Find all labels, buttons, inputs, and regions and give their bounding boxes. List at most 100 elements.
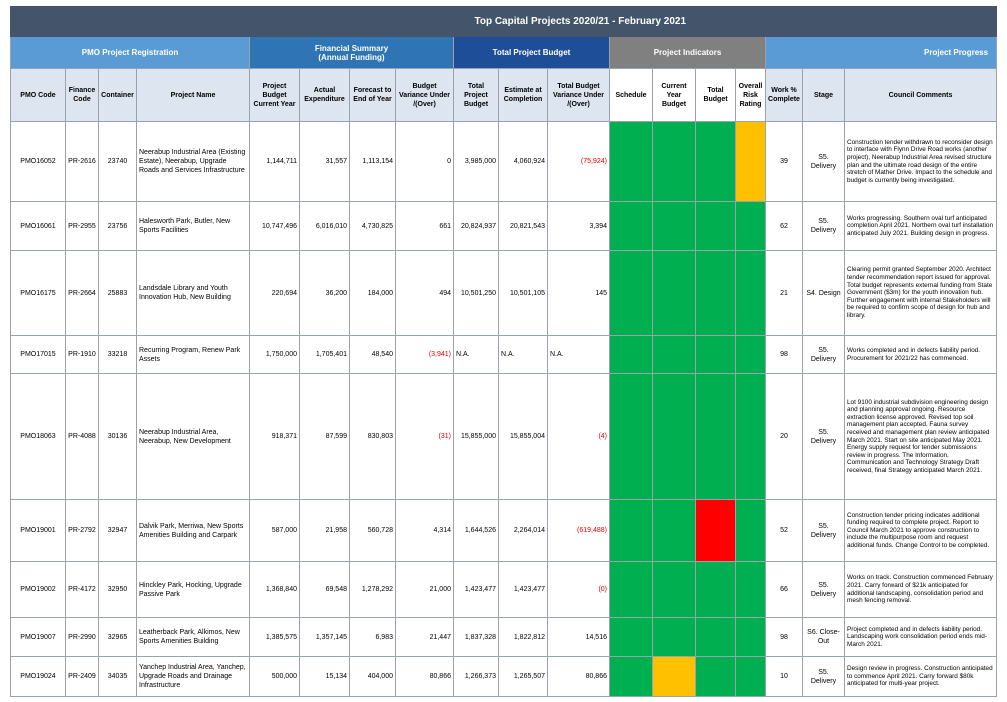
work-complete-cell: 62	[765, 201, 803, 251]
estimate-cell: 2,264,014	[498, 499, 548, 562]
current-year-budget-indicator	[652, 250, 696, 336]
schedule-indicator	[609, 373, 653, 500]
budget-current-cell: 1,385,575	[249, 617, 300, 657]
container-cell: 32947	[98, 499, 137, 562]
container-cell: 23740	[98, 121, 137, 202]
table-row: PMO19007 PR-2990 32965 Leatherback Park, Al…	[10, 617, 998, 657]
total-budget-cell: N.A.	[453, 335, 499, 374]
finance-code-cell: PR-2792	[65, 499, 99, 562]
budget-variance-cell: 4,314	[395, 499, 454, 562]
total-variance-cell: 3,394	[547, 201, 610, 251]
total-budget-indicator	[695, 121, 736, 202]
project-name-cell: Yanchep Industrial Area, Yanchep, Upgrad…	[136, 656, 250, 697]
current-year-budget-indicator	[652, 335, 696, 374]
current-year-budget-indicator	[652, 373, 696, 500]
capital-projects-report: Top Capital Projects 2020/21 - February …	[9, 6, 998, 697]
estimate-cell: 1,822,812	[498, 617, 548, 657]
budget-variance-cell: 0	[395, 121, 454, 202]
col-forecast: Forecast to End of Year	[349, 68, 396, 122]
schedule-indicator	[609, 335, 653, 374]
col-budget-current-year: Project Budget Current Year	[249, 68, 300, 122]
actual-expenditure-cell: 21,958	[299, 499, 350, 562]
schedule-indicator	[609, 201, 653, 251]
forecast-cell: 1,278,292	[349, 561, 396, 618]
current-year-budget-indicator	[652, 201, 696, 251]
forecast-cell: 184,000	[349, 250, 396, 336]
actual-expenditure-cell: 1,705,401	[299, 335, 350, 374]
total-budget-indicator	[695, 250, 736, 336]
total-variance-cell: 80,866	[547, 656, 610, 697]
stage-cell: S5. Delivery	[802, 201, 845, 251]
total-budget-indicator	[695, 561, 736, 618]
container-cell: 25883	[98, 250, 137, 336]
work-complete-cell: 10	[765, 656, 803, 697]
estimate-cell: 1,265,507	[498, 656, 548, 697]
projects-body: PMO16052 PR-2616 23740 Neerabup Industrial …	[10, 121, 998, 697]
stage-cell: S5. Delivery	[802, 499, 845, 562]
actual-expenditure-cell: 15,134	[299, 656, 350, 697]
forecast-cell: 4,730,825	[349, 201, 396, 251]
total-budget-cell: 1,423,477	[453, 561, 499, 618]
overall-risk-indicator	[735, 201, 766, 251]
overall-risk-indicator	[735, 121, 766, 202]
group-total-project-budget: Total Project Budget	[453, 36, 610, 69]
budget-variance-cell: (31)	[395, 373, 454, 500]
total-variance-cell: (619,488)	[547, 499, 610, 562]
schedule-indicator	[609, 121, 653, 202]
container-cell: 30136	[98, 373, 137, 500]
project-name-cell: Landsdale Library and Youth Innovation H…	[136, 250, 250, 336]
total-budget-cell: 3,985,000	[453, 121, 499, 202]
col-estimate-at-completion: Estimate at Completion	[498, 68, 548, 122]
col-container: Container	[98, 68, 137, 122]
schedule-indicator	[609, 499, 653, 562]
container-cell: 34035	[98, 656, 137, 697]
budget-current-cell: 1,368,840	[249, 561, 300, 618]
total-budget-indicator	[695, 335, 736, 374]
group-financial-line2: (Annual Funding)	[318, 52, 385, 62]
budget-current-cell: 918,371	[249, 373, 300, 500]
council-comment-cell: Project completed and in defects liabili…	[843, 617, 998, 657]
table-row: PMO16052 PR-2616 23740 Neerabup Industrial …	[10, 121, 998, 202]
estimate-cell: 1,423,477	[498, 561, 548, 618]
project-name-cell: Recurring Program, Renew Park Assets	[136, 335, 250, 374]
pmo-code-cell: PMO19007	[10, 617, 66, 657]
budget-current-cell: 1,144,711	[249, 121, 300, 202]
pmo-code-cell: PMO17015	[10, 335, 66, 374]
pmo-code-cell: PMO18063	[10, 373, 66, 500]
table-row: PMO17015 PR-1910 33218 Recurring Program, R…	[10, 335, 998, 374]
total-variance-cell: N.A.	[547, 335, 610, 374]
current-year-budget-indicator	[652, 617, 696, 657]
work-complete-cell: 98	[765, 335, 803, 374]
group-project-progress: Project Progress	[764, 36, 998, 69]
report-title: Top Capital Projects 2020/21 - February …	[9, 6, 998, 37]
council-comment-cell: Works on track. Construction commenced F…	[843, 561, 998, 618]
forecast-cell: 1,113,154	[349, 121, 396, 202]
table-row: PMO16175 PR-2664 25883 Landsdale Library an…	[10, 250, 998, 336]
schedule-indicator	[609, 250, 653, 336]
project-name-cell: Hinckley Park, Hocking, Upgrade Passive …	[136, 561, 250, 618]
stage-cell: S4. Design	[802, 250, 845, 336]
finance-code-cell: PR-1910	[65, 335, 99, 374]
container-cell: 32965	[98, 617, 137, 657]
col-current-year-budget: Current Year Budget	[652, 68, 696, 122]
work-complete-cell: 39	[765, 121, 803, 202]
total-variance-cell: 145	[547, 250, 610, 336]
stage-cell: S5. Delivery	[802, 335, 845, 374]
total-variance-cell: (75,924)	[547, 121, 610, 202]
council-comment-cell: Construction tender pricing indicates ad…	[843, 499, 998, 562]
finance-code-cell: PR-4172	[65, 561, 99, 618]
col-overall-risk: Overall Risk Rating	[735, 68, 766, 122]
col-budget-variance: Budget Variance Under /(Over)	[395, 68, 454, 122]
stage-cell: S5. Delivery	[802, 373, 845, 500]
forecast-cell: 404,000	[349, 656, 396, 697]
table-row: PMO19001 PR-2792 32947 Dalvik Park, Merriwa…	[10, 499, 998, 562]
total-budget-indicator	[695, 617, 736, 657]
overall-risk-indicator	[735, 250, 766, 336]
council-comment-cell: Clearing permit granted September 2020. …	[843, 250, 998, 336]
overall-risk-indicator	[735, 335, 766, 374]
group-financial-line1: Financial Summary	[314, 43, 389, 53]
table-row: PMO19024 PR-2409 34035 Yanchep Industrial A…	[10, 656, 998, 697]
col-total-project-budget: Total Project Budget	[453, 68, 499, 122]
col-stage: Stage	[802, 68, 845, 122]
project-name-cell: Leatherback Park, Alkimos, New Sports Am…	[136, 617, 250, 657]
